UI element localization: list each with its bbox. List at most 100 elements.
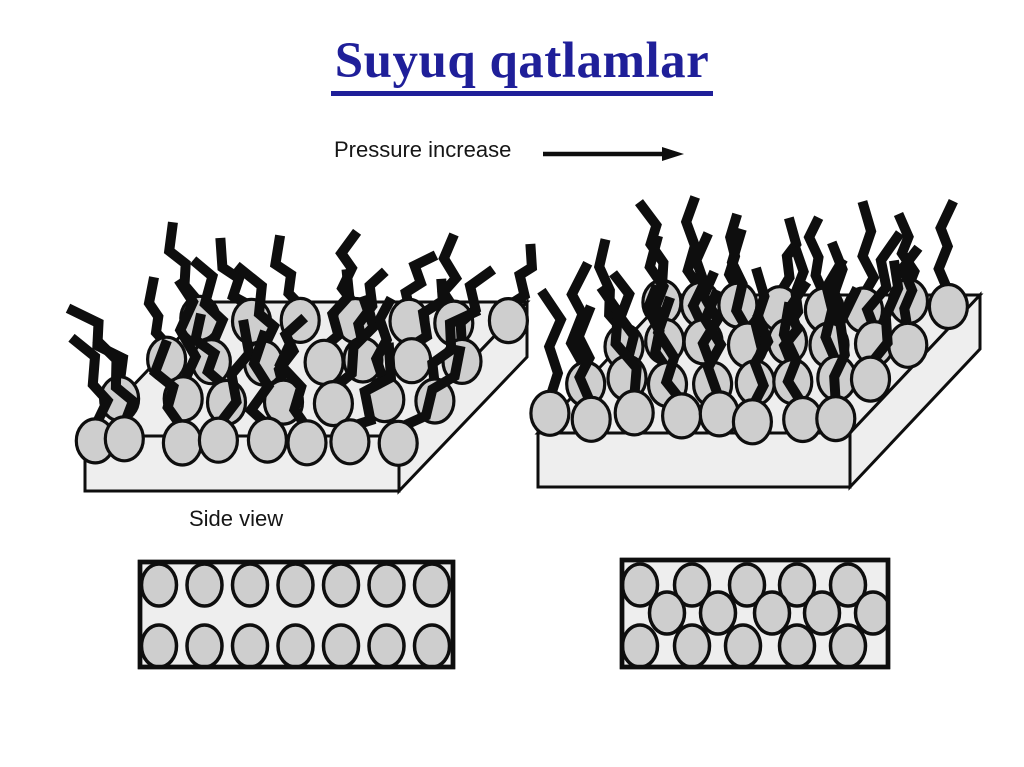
monolayer-panel-low-pressure-expanded <box>65 221 538 495</box>
molecule-tail <box>400 250 439 313</box>
molecule-head <box>103 415 145 463</box>
amphiphile-molecule <box>244 329 288 464</box>
molecule-tail <box>772 216 802 301</box>
molecule-head <box>246 416 288 464</box>
molecule-tail <box>856 200 880 302</box>
molecule-tail <box>680 195 708 297</box>
molecule-tail <box>596 284 642 404</box>
side-view-head <box>802 590 842 636</box>
molecule-tail <box>149 338 190 435</box>
molecule-tail <box>652 295 689 408</box>
side-view-head <box>230 623 270 667</box>
amphiphile-molecule <box>329 342 397 466</box>
molecule-tail <box>537 287 567 405</box>
molecule-head <box>529 389 571 437</box>
molecule-tail <box>501 243 538 313</box>
side-view-head <box>412 623 452 667</box>
side-view-expanded-loose <box>137 559 456 670</box>
slide-title-text: Suyuq qatlamlar <box>330 34 714 96</box>
side-view-head <box>723 623 763 667</box>
side-view-head <box>777 623 817 667</box>
side-view-head <box>367 562 406 608</box>
molecule-head <box>329 418 371 466</box>
molecule-tail <box>174 276 202 391</box>
molecule-head <box>286 419 328 467</box>
side-view-head <box>853 590 888 636</box>
molecule-tail <box>861 230 905 336</box>
molecule-tail <box>189 256 229 354</box>
molecule-tail <box>573 304 598 411</box>
side-view-head <box>672 562 712 608</box>
amphiphile-molecule <box>197 319 255 464</box>
molecule-tail <box>189 312 234 395</box>
monolayer-panel-high-pressure-compressed <box>529 195 984 491</box>
molecule-tail <box>273 313 309 394</box>
molecule-tail <box>404 278 449 353</box>
side-view-head <box>647 590 687 636</box>
molecule-tail <box>269 234 308 313</box>
amphiphile-molecule <box>652 295 703 440</box>
side-view-head <box>276 562 315 608</box>
molecule-tail <box>211 319 255 433</box>
molecule-tail <box>745 311 774 414</box>
side-view-head <box>828 562 868 608</box>
side-view-label: Side view <box>189 506 284 531</box>
molecule-head <box>570 395 612 443</box>
amphiphile-molecule <box>815 286 862 443</box>
molecule-tail <box>68 333 114 433</box>
molecule-head <box>698 390 740 438</box>
side-view-head <box>185 623 224 667</box>
molecule-head <box>731 398 774 446</box>
amphiphile-molecule <box>596 284 655 437</box>
molecule-tail <box>244 329 275 433</box>
molecule-head <box>887 321 929 369</box>
molecule-tail <box>274 336 314 435</box>
amphiphile-molecule <box>529 287 571 437</box>
amphiphile-molecule <box>149 338 203 467</box>
molecule-tail <box>143 276 174 352</box>
molecule-tail <box>644 234 672 333</box>
side-view-head <box>276 623 315 667</box>
molecule-tail <box>697 269 724 376</box>
molecule-tail <box>726 227 755 337</box>
pressure-arrow <box>543 147 684 161</box>
molecule-tail <box>863 259 904 372</box>
molecule-tail <box>933 198 958 299</box>
side-view-head <box>698 590 738 636</box>
molecule-tail <box>233 261 281 355</box>
molecule-tail <box>829 286 862 409</box>
pressure-increase-label: Pressure increase <box>334 137 512 162</box>
molecule-head <box>613 389 655 437</box>
side-view-head <box>140 623 179 667</box>
molecule-tail <box>317 268 355 355</box>
molecule-tail <box>778 301 810 412</box>
molecule-head <box>197 416 239 464</box>
molecule-tail <box>370 295 396 391</box>
molecule-tail <box>326 294 380 396</box>
amphiphile-molecule <box>698 288 740 438</box>
side-view-head <box>777 562 817 608</box>
molecule-tail <box>427 305 482 392</box>
molecule-tail <box>343 342 397 434</box>
side-view-head <box>230 562 270 608</box>
molecule-head <box>303 338 345 386</box>
molecule-head <box>391 337 433 385</box>
molecule-tail <box>820 256 848 370</box>
amphiphile-molecule <box>92 335 145 463</box>
molecule-head <box>660 392 703 440</box>
molecule-tail <box>699 288 727 406</box>
molecule-head <box>377 419 419 467</box>
side-view-head <box>412 562 452 608</box>
amphiphile-molecule <box>377 345 466 467</box>
amphiphile-molecule <box>731 311 774 446</box>
molecule-head <box>487 297 529 345</box>
side-view-head <box>321 562 361 608</box>
side-view-head <box>622 623 660 667</box>
amphiphile-molecule <box>487 243 538 345</box>
side-view-head <box>367 623 406 667</box>
molecule-tail <box>803 215 831 302</box>
amphiphile-molecule <box>849 259 904 403</box>
molecule-tail <box>391 345 466 435</box>
slide-title: Suyuq qatlamlar <box>0 34 1024 96</box>
